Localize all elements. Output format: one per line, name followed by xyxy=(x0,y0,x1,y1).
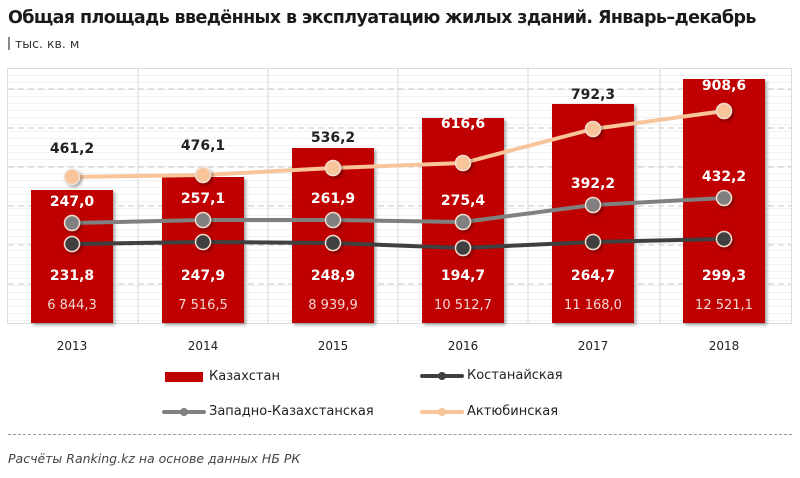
source-note: Расчёты Ranking.kz на основе данных НБ Р… xyxy=(8,451,301,466)
marker-aktobe xyxy=(63,168,81,186)
marker-kostanay xyxy=(454,239,472,257)
x-tick-2013: 2013 xyxy=(56,339,88,353)
label-kostanay: 247,9 xyxy=(181,268,225,284)
marker-kostanay xyxy=(324,234,342,252)
label-aktobe: 461,2 xyxy=(50,141,94,157)
chart-title: Общая площадь введённых в эксплуатацию ж… xyxy=(8,8,756,28)
label-west-kazakhstan: 392,2 xyxy=(571,176,615,192)
label-aktobe: 908,6 xyxy=(702,78,746,94)
x-tick-2018: 2018 xyxy=(708,339,740,353)
label-aktobe: 616,6 xyxy=(441,116,485,132)
unit-label: тыс. кв. м xyxy=(15,36,80,51)
marker-aktobe xyxy=(324,159,342,177)
legend-label: Актюбинская xyxy=(467,404,559,419)
chart-unit: тыс. кв. м xyxy=(8,36,79,51)
x-tick-2016: 2016 xyxy=(447,339,479,353)
marker-west-kazakhstan xyxy=(63,214,81,232)
label-kazakhstan: 12 521,1 xyxy=(695,298,753,313)
marker-west-kazakhstan xyxy=(715,189,733,207)
label-kazakhstan: 8 939,9 xyxy=(308,298,358,313)
legend-item-aktobe: Актюбинская xyxy=(420,404,558,419)
label-kostanay: 194,7 xyxy=(441,268,485,284)
label-west-kazakhstan: 261,9 xyxy=(311,191,355,207)
marker-west-kazakhstan xyxy=(324,211,342,229)
legend-label: Западно-Казахстанская xyxy=(209,404,374,419)
x-tick-2014: 2014 xyxy=(187,339,219,353)
bar-kazakhstan-2017 xyxy=(552,104,634,323)
marker-west-kazakhstan xyxy=(454,213,472,231)
legend-swatch-bar xyxy=(165,371,203,382)
legend-swatch-line xyxy=(420,369,464,383)
marker-kostanay xyxy=(194,233,212,251)
label-kostanay: 299,3 xyxy=(702,268,746,284)
x-tick-2017: 2017 xyxy=(577,339,609,353)
footer-divider xyxy=(8,434,792,435)
label-west-kazakhstan: 257,1 xyxy=(181,191,225,207)
label-kazakhstan: 10 512,7 xyxy=(434,298,492,313)
legend-swatch-line xyxy=(162,405,206,419)
marker-aktobe xyxy=(454,154,472,172)
line-kostanay xyxy=(70,237,726,250)
legend-swatch-line xyxy=(420,405,464,419)
marker-aktobe xyxy=(584,120,602,138)
bar-kazakhstan-2013 xyxy=(31,190,113,323)
line-aktobe xyxy=(70,109,726,179)
legend-label: Костанайская xyxy=(467,368,563,383)
label-kazakhstan: 6 844,3 xyxy=(47,298,97,313)
legend-item-west-kazakhstan: Западно-Казахстанская xyxy=(162,404,374,419)
label-west-kazakhstan: 247,0 xyxy=(50,194,95,210)
marker-kostanay xyxy=(63,235,81,253)
marker-aktobe xyxy=(715,102,733,120)
marker-aktobe xyxy=(194,166,212,184)
label-aktobe: 476,1 xyxy=(181,138,225,154)
marker-west-kazakhstan xyxy=(194,211,212,229)
legend-label: Казахстан xyxy=(209,369,280,384)
marker-west-kazakhstan xyxy=(584,196,602,214)
unit-marker xyxy=(8,37,10,50)
label-aktobe: 792,3 xyxy=(571,87,615,103)
label-kostanay: 231,8 xyxy=(50,268,94,284)
label-kazakhstan: 11 168,0 xyxy=(564,298,622,313)
label-aktobe: 536,2 xyxy=(311,130,355,146)
marker-kostanay xyxy=(715,230,733,248)
legend-item-kazakhstan: Казахстан xyxy=(165,369,280,384)
label-kostanay: 248,9 xyxy=(311,268,355,284)
label-west-kazakhstan: 432,2 xyxy=(702,169,746,185)
x-tick-2015: 2015 xyxy=(317,339,349,353)
marker-kostanay xyxy=(584,233,602,251)
label-kazakhstan: 7 516,5 xyxy=(178,298,228,313)
legend-item-kostanay: Костанайская xyxy=(420,368,563,383)
label-kostanay: 264,7 xyxy=(571,268,615,284)
line-west-kazakhstan xyxy=(70,196,726,225)
label-west-kazakhstan: 275,4 xyxy=(441,193,486,209)
